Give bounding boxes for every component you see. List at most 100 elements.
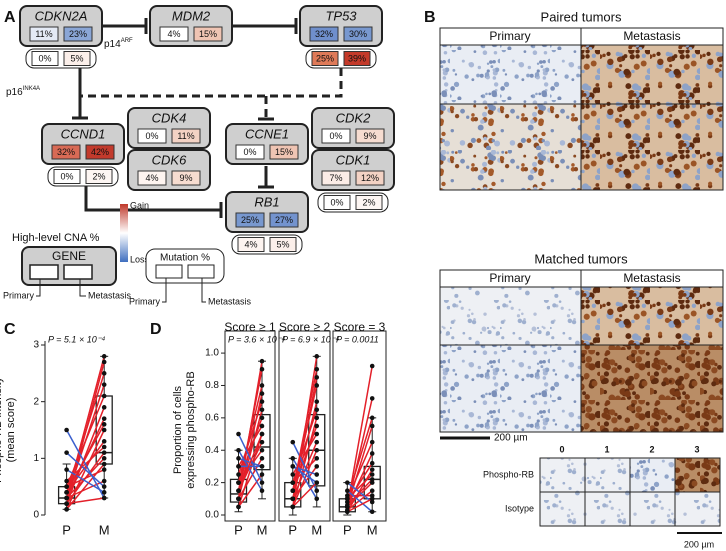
- point: [290, 439, 296, 445]
- legend-label: Primary: [129, 296, 160, 306]
- point: [236, 456, 241, 461]
- pair-line: [237, 449, 263, 492]
- point: [101, 478, 107, 484]
- score-header: 2: [649, 444, 654, 454]
- histology-image: [439, 44, 582, 105]
- point: [369, 499, 375, 505]
- pair-line: [237, 474, 263, 508]
- y-axis-label: (mean score): [5, 398, 17, 463]
- pair-line: [346, 478, 373, 506]
- point: [314, 415, 320, 421]
- pair-line: [237, 401, 263, 475]
- point: [369, 451, 375, 456]
- panel-label: C: [4, 321, 16, 338]
- panel-label: B: [424, 9, 436, 26]
- p-value: P = 5.1 × 10⁻⁴: [48, 334, 105, 344]
- column-header: Primary: [489, 271, 530, 285]
- point: [369, 467, 375, 472]
- gene-name: MDM2: [172, 8, 211, 23]
- point: [369, 496, 375, 502]
- scale-label: 200 µm: [494, 433, 528, 444]
- y-tick-label: 3: [33, 340, 39, 351]
- point: [290, 480, 296, 485]
- pair-line: [65, 423, 105, 493]
- mutation-value: 0%: [330, 197, 343, 207]
- pair-line: [237, 433, 263, 483]
- cna-cell: [171, 128, 201, 144]
- scale-label: 200 µm: [684, 539, 714, 549]
- point: [290, 496, 296, 502]
- mutation-cell: [343, 51, 371, 66]
- point: [369, 396, 375, 401]
- cna-cell: [159, 26, 189, 42]
- point: [101, 359, 107, 365]
- point: [369, 493, 375, 498]
- point: [64, 484, 69, 489]
- point: [259, 391, 265, 396]
- point: [314, 431, 320, 437]
- legend-cell: [187, 264, 215, 279]
- cna-cell: [269, 144, 299, 160]
- point: [290, 472, 296, 477]
- point: [314, 456, 320, 461]
- y-tick-label: 1: [33, 453, 39, 464]
- mutation-cell: [311, 51, 339, 66]
- point: [259, 472, 265, 477]
- cna-cell: [63, 26, 93, 42]
- mutation-value: 0%: [38, 53, 51, 63]
- plot-frame: [332, 330, 387, 522]
- legend-cell: [29, 264, 59, 280]
- mutation-cell: [53, 169, 81, 184]
- cna-cell: [85, 144, 115, 160]
- gene-name: RB1: [254, 194, 279, 209]
- mutation-value: 5%: [70, 53, 83, 63]
- cna-value: 11%: [35, 29, 52, 39]
- table-title: Paired tumors: [541, 9, 622, 24]
- mutation-value: 39%: [348, 53, 366, 63]
- score-header: 3: [694, 444, 699, 454]
- point: [101, 371, 107, 376]
- pair-line: [346, 453, 373, 508]
- plot-frame: [224, 330, 276, 522]
- gene-name: CDK1: [336, 152, 371, 167]
- x-tick-label: P: [343, 522, 352, 537]
- point: [101, 354, 107, 359]
- mutation-value: 2%: [362, 197, 375, 207]
- edge-label-sup: ARF: [121, 38, 133, 44]
- point: [101, 405, 107, 410]
- point: [101, 422, 107, 427]
- pair-line: [346, 469, 373, 513]
- cna-value: 0%: [243, 147, 256, 157]
- point: [101, 393, 107, 399]
- x-tick-label: M: [311, 522, 322, 537]
- cna-value: 9%: [179, 173, 192, 183]
- y-axis-label: Phospho-RB intensity: [0, 377, 4, 483]
- point: [369, 415, 375, 421]
- point: [101, 456, 107, 461]
- score-image: [584, 457, 631, 493]
- edge-label: p14ARF: [104, 38, 133, 50]
- point: [101, 427, 107, 433]
- legend-title: High-level CNA %: [12, 232, 100, 244]
- point: [259, 358, 265, 364]
- pair-line: [346, 482, 373, 508]
- score-image: [629, 457, 676, 493]
- point: [259, 439, 265, 445]
- score-image: [584, 491, 631, 527]
- cna-cell: [355, 128, 385, 144]
- cna-value: 0%: [329, 131, 342, 141]
- point: [314, 383, 320, 388]
- point: [345, 502, 350, 508]
- gene-name: CCND1: [61, 126, 106, 141]
- point: [259, 366, 265, 372]
- column-header: Metastasis: [623, 29, 680, 43]
- score-header: 1: [604, 444, 609, 454]
- legend-label: Primary: [3, 290, 34, 300]
- pair-line: [292, 369, 318, 491]
- histology-image: [439, 344, 582, 433]
- point: [64, 478, 69, 484]
- cna-cell: [235, 144, 265, 160]
- point: [101, 467, 107, 472]
- legend-gene: GENE: [52, 249, 86, 263]
- point: [314, 472, 320, 477]
